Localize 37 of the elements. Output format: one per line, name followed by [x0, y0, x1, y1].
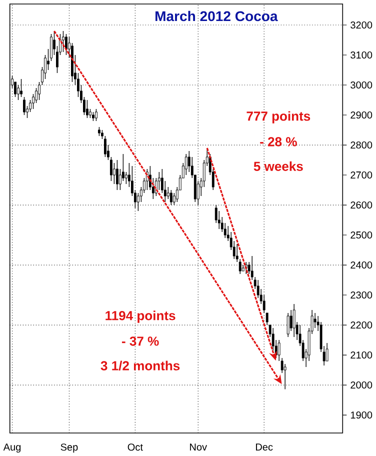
x-tick-label: Nov — [190, 444, 208, 451]
y-tick-label: 2900 — [350, 111, 372, 119]
x-tick-label: Oct — [128, 444, 143, 451]
annotation: - 37 % — [122, 336, 159, 346]
y-tick-label: 2700 — [350, 171, 372, 179]
candlestick — [23, 96, 26, 116]
annotation: 1194 points — [106, 310, 176, 323]
x-tick-label: Aug — [3, 444, 21, 453]
y-tick-label: 2600 — [350, 201, 372, 209]
annotation: 5 weeks — [254, 161, 303, 171]
y-tick-label: 2800 — [350, 141, 372, 149]
y-tick-label: 2000 — [350, 381, 372, 389]
y-tick-label: 2100 — [350, 351, 372, 359]
y-tick-label: 3100 — [350, 51, 372, 59]
annotation: 3 1/2 months — [100, 360, 180, 371]
annotation: - 28 % — [260, 137, 297, 146]
y-tick-label: 3000 — [350, 81, 372, 89]
candlestick — [62, 30, 65, 52]
y-tick-label: 2400 — [350, 261, 372, 269]
candlestick — [125, 172, 128, 184]
candlestick — [116, 160, 118, 190]
candlestick — [185, 154, 188, 176]
candlestick — [65, 34, 68, 56]
y-tick-label: 1900 — [351, 411, 372, 419]
x-tick-label: Sep — [60, 444, 78, 453]
candlestick — [167, 186, 170, 200]
x-tick-label: Dec — [256, 444, 273, 451]
candlestick — [326, 342, 328, 362]
y-tick-label: 2500 — [350, 231, 372, 239]
chart-title: March 2012 Cocoa — [156, 10, 278, 22]
y-tick-label: 3200 — [350, 21, 372, 29]
candlestick — [86, 100, 88, 118]
y-tick-label: 2300 — [350, 291, 372, 299]
y-tick-label: 2200 — [350, 321, 372, 329]
candlestick — [113, 162, 116, 184]
candlestick — [95, 108, 98, 122]
annotation: 777 points — [246, 111, 310, 124]
